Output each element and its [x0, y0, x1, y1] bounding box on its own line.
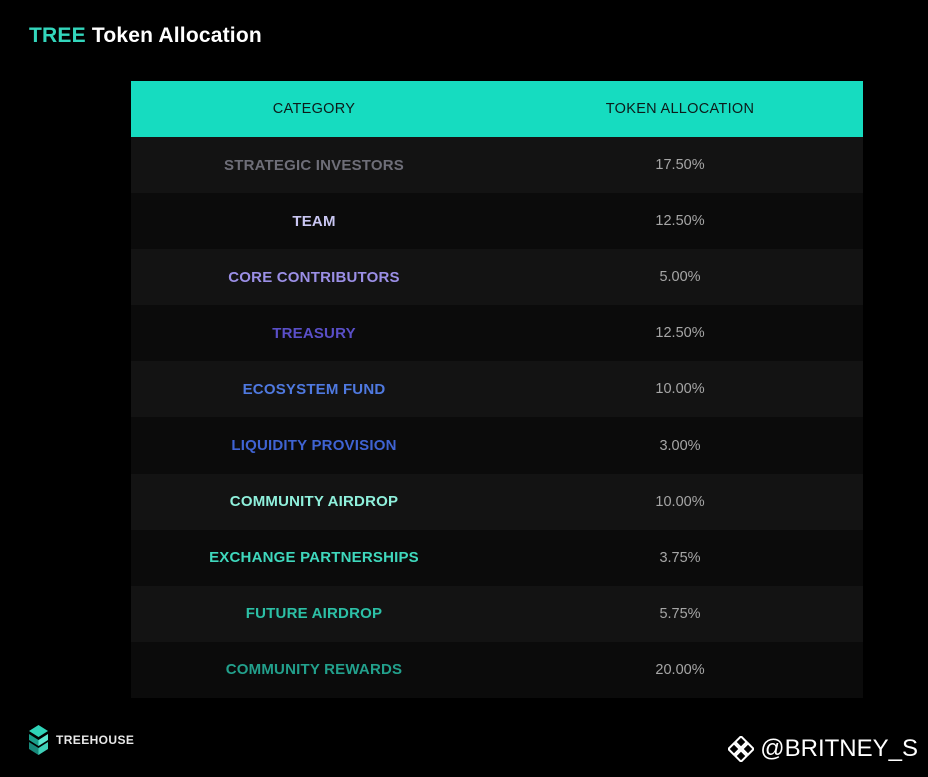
allocation-cell: 3.00% — [659, 437, 701, 454]
table-row: TEAM 12.50% — [131, 193, 863, 250]
allocation-table: CATEGORY TOKEN ALLOCATION STRATEGIC INVE… — [131, 81, 863, 698]
category-cell: ECOSYSTEM FUND — [242, 380, 386, 398]
category-cell: FUTURE AIRDROP — [245, 605, 383, 623]
brand-name: TREEHOUSE — [56, 733, 135, 747]
treehouse-logo-icon — [29, 725, 48, 755]
binance-diamond-icon — [728, 736, 755, 762]
category-cell: CORE CONTRIBUTORS — [228, 268, 400, 286]
allocation-cell: 5.75% — [659, 605, 701, 622]
category-cell: TREASURY — [272, 324, 356, 342]
allocation-cell: 12.50% — [655, 325, 705, 342]
title-rest: Token Allocation — [85, 24, 262, 47]
category-cell: EXCHANGE PARTNERSHIPS — [209, 549, 419, 567]
category-cell: COMMUNITY REWARDS — [225, 661, 403, 679]
table-row: STRATEGIC INVESTORS 17.50% — [131, 137, 863, 194]
table-row: FUTURE AIRDROP 5.75% — [131, 585, 863, 642]
table-row: COMMUNITY REWARDS 20.00% — [131, 641, 863, 698]
table-row: CORE CONTRIBUTORS 5.00% — [131, 249, 863, 306]
table-header: CATEGORY TOKEN ALLOCATION — [131, 81, 863, 137]
allocation-cell: 10.00% — [655, 381, 705, 398]
allocation-cell: 12.50% — [655, 213, 705, 230]
allocation-cell: 3.75% — [659, 549, 701, 566]
table-row: COMMUNITY AIRDROP 10.00% — [131, 473, 863, 530]
table-row: TREASURY 12.50% — [131, 305, 863, 362]
table-body: STRATEGIC INVESTORS 17.50% TEAM 12.50% CORE … — [131, 137, 863, 698]
allocation-cell: 20.00% — [655, 661, 705, 678]
treehouse-logo: TREEHOUSE — [29, 725, 134, 755]
category-cell: TEAM — [292, 212, 336, 230]
column-header-category: CATEGORY — [272, 101, 356, 117]
watermark: @BRITNEY_S — [728, 735, 918, 763]
page-title: TREE Token Allocation — [29, 24, 262, 48]
title-accent: TREE — [29, 24, 86, 47]
category-cell: STRATEGIC INVESTORS — [224, 156, 404, 174]
column-header-allocation: TOKEN ALLOCATION — [605, 101, 755, 117]
category-cell: LIQUIDITY PROVISION — [231, 437, 397, 455]
allocation-cell: 17.50% — [655, 157, 705, 174]
table-row: LIQUIDITY PROVISION 3.00% — [131, 417, 863, 474]
table-row: EXCHANGE PARTNERSHIPS 3.75% — [131, 529, 863, 586]
allocation-cell: 5.00% — [659, 269, 701, 286]
table-row: ECOSYSTEM FUND 10.00% — [131, 361, 863, 418]
allocation-cell: 10.00% — [655, 493, 705, 510]
category-cell: COMMUNITY AIRDROP — [229, 493, 399, 511]
watermark-text: @BRITNEY_S — [760, 735, 918, 762]
